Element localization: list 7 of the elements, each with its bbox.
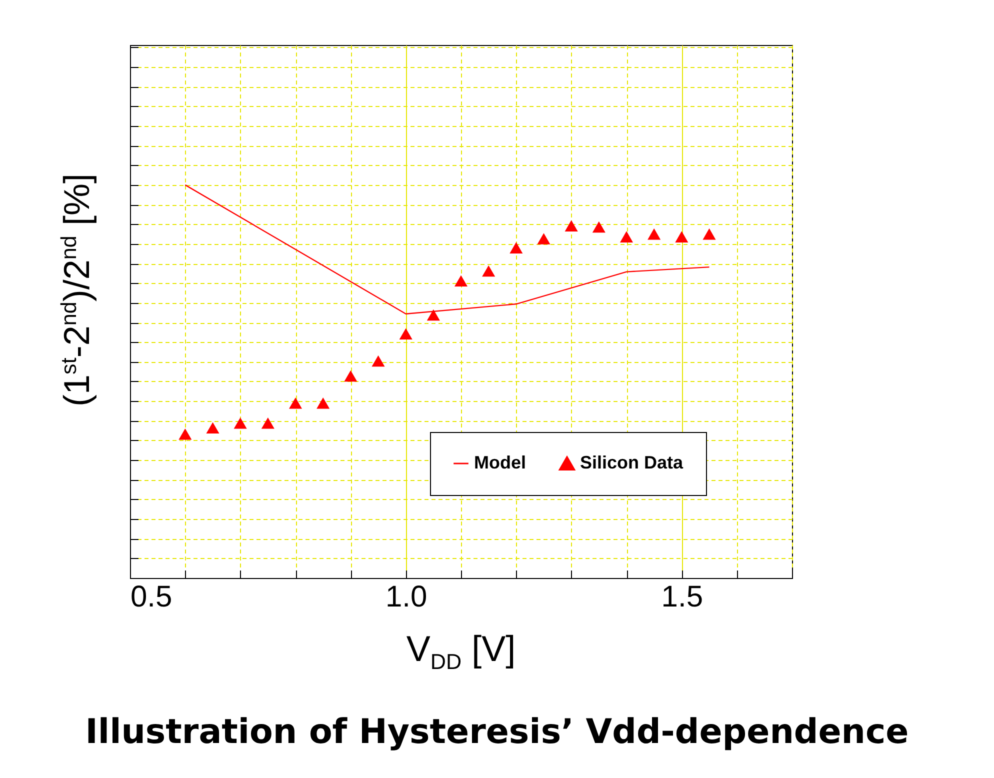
text: Illustration of Hysteresis’ Vdd-dependence [85, 712, 909, 752]
legend-label: Silicon Data [580, 452, 684, 472]
x-tick-label: 0.5 [130, 580, 172, 614]
legend-label: Model [474, 452, 526, 472]
x-tick-label: 1.0 [385, 580, 428, 614]
x-axis-title: V$_{DD}$ [V] [406, 628, 516, 676]
x-tick-label: 1.5 [661, 580, 704, 614]
